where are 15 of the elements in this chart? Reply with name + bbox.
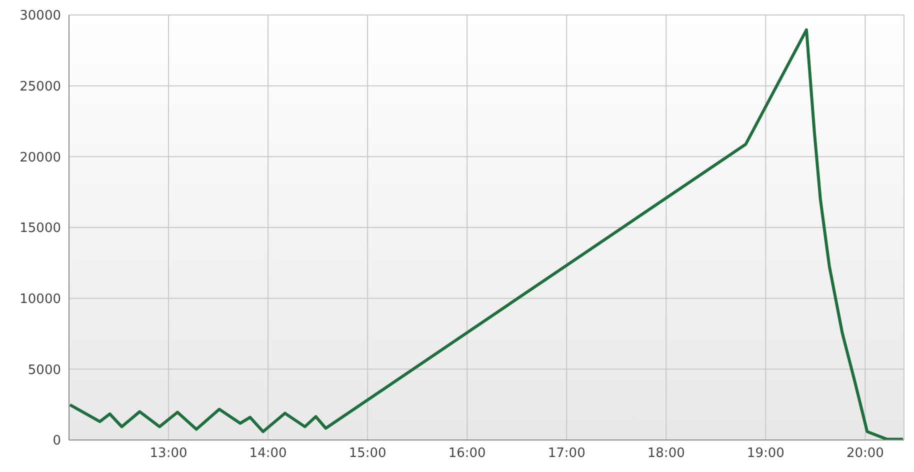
y-tick-label: 0 [52,434,61,449]
x-tick-label: 18:00 [647,446,685,462]
x-tick-label: 15:00 [348,446,386,462]
x-tick-label: 20:00 [846,446,884,462]
y-tick-label: 25000 [20,79,61,94]
x-tick-label: 13:00 [150,446,188,462]
y-tick-label: 10000 [20,292,61,307]
x-tick-label: 14:00 [249,446,287,462]
y-tick-label: 15000 [20,221,61,236]
x-tick-label: 17:00 [548,446,586,462]
x-tick-label: 19:00 [746,446,784,462]
y-tick-label: 30000 [20,8,61,24]
y-tick-label: 20000 [20,150,61,166]
x-tick-label: 16:00 [448,446,486,462]
y-tick-label: 5000 [28,362,61,378]
